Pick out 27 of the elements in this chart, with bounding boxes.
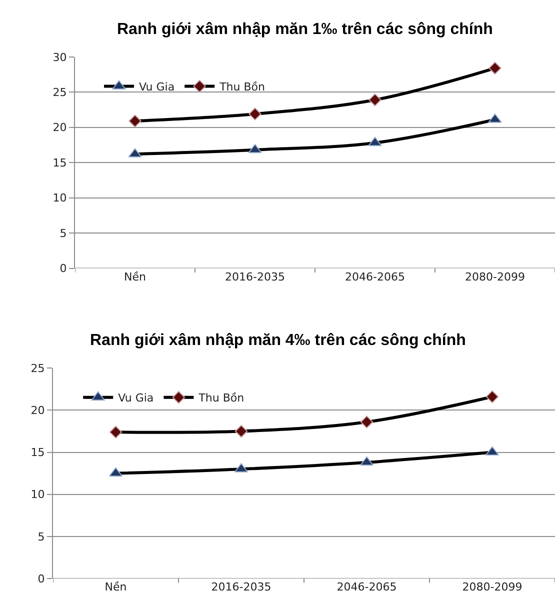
y-tick-label: 10	[52, 192, 67, 205]
y-tick-label: 0	[38, 572, 45, 586]
x-tick-label: Nền	[124, 270, 146, 284]
x-tick-label: 2016-2035	[225, 270, 285, 284]
legend-label: Vu Gia	[139, 80, 175, 94]
chart-title: Ranh giới xâm nhập măn 4‰ trên các sông chính	[90, 332, 466, 349]
y-tick-label: 15	[30, 446, 45, 460]
y-tick-label: 5	[38, 530, 45, 544]
y-tick-label: 25	[30, 362, 45, 375]
legend-label: Vu Gia	[118, 392, 154, 405]
y-tick-label: 25	[52, 86, 67, 99]
x-tick-label: 2046-2065	[345, 270, 405, 284]
legend-label: Thu Bồn	[218, 80, 266, 94]
legend-label: Thu Bồn	[198, 392, 244, 405]
y-tick-label: 20	[52, 121, 67, 134]
y-tick-label: 10	[30, 488, 45, 502]
y-tick-label: 15	[52, 156, 67, 170]
x-tick-label: 2016-2035	[211, 580, 272, 594]
chart-title: Ranh giới xâm nhập măn 1‰ trên các sông chính	[117, 21, 493, 38]
x-tick-label: Nền	[104, 580, 127, 594]
x-tick-label: 2080-2099	[462, 580, 522, 594]
x-tick-label: 2046-2065	[336, 580, 397, 594]
y-tick-label: 20	[30, 404, 45, 418]
x-tick-label: 2080-2099	[465, 270, 525, 284]
y-tick-label: 5	[60, 226, 67, 240]
y-tick-label: 0	[60, 262, 67, 276]
y-tick-label: 30	[52, 50, 67, 64]
